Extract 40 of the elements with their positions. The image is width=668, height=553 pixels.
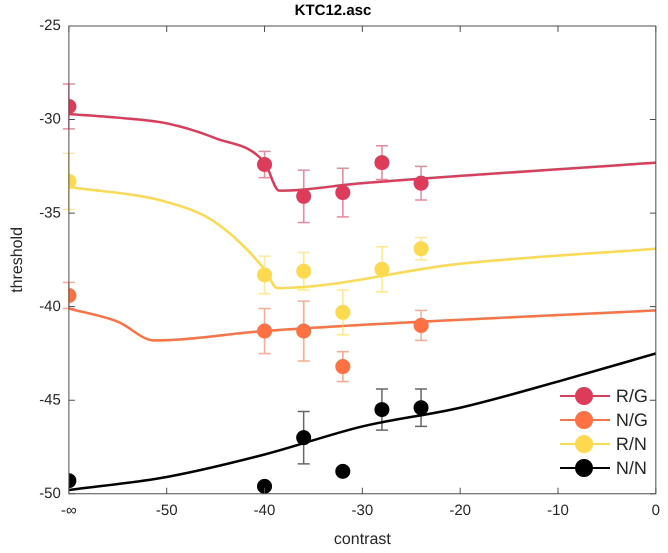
point xyxy=(414,400,429,416)
y-tick-label: -45 xyxy=(39,391,61,408)
point xyxy=(335,185,350,200)
x-axis-title: contrast xyxy=(334,530,392,548)
point xyxy=(414,241,429,256)
y-tick-label: -30 xyxy=(39,110,61,128)
point xyxy=(414,176,429,191)
y-axis-title: threshold xyxy=(9,226,26,293)
x-tick-label: -∞ xyxy=(61,502,78,519)
y-tick-label: -35 xyxy=(39,204,61,222)
point xyxy=(335,359,350,374)
point xyxy=(335,304,350,320)
point xyxy=(335,464,350,479)
point xyxy=(257,156,272,172)
x-tick-label: -10 xyxy=(547,502,569,519)
point xyxy=(414,318,429,333)
y-tick-label: -25 xyxy=(39,17,61,34)
point xyxy=(374,402,390,418)
x-tick-label: -50 xyxy=(156,502,178,519)
point xyxy=(296,430,312,446)
x-tick-label: -30 xyxy=(352,502,374,519)
point xyxy=(374,155,390,170)
legend-label: N/N xyxy=(616,456,647,480)
point xyxy=(257,267,272,282)
legend-label: N/G xyxy=(616,408,648,432)
legend-label: R/N xyxy=(616,432,647,456)
x-tick-label: 0 xyxy=(652,502,660,519)
y-tick-label: -50 xyxy=(39,484,61,502)
point xyxy=(296,324,312,339)
point xyxy=(374,262,390,277)
line-series xyxy=(68,352,656,492)
chart-title: KTC12.asc xyxy=(294,2,372,20)
y-tick-label: -40 xyxy=(39,298,61,315)
point xyxy=(257,478,272,494)
point xyxy=(296,264,312,279)
point xyxy=(257,324,272,339)
x-tick-label: -20 xyxy=(449,502,472,519)
x-tick-label: -40 xyxy=(254,502,276,519)
point xyxy=(296,188,312,204)
legend-label: R/G xyxy=(616,384,648,408)
